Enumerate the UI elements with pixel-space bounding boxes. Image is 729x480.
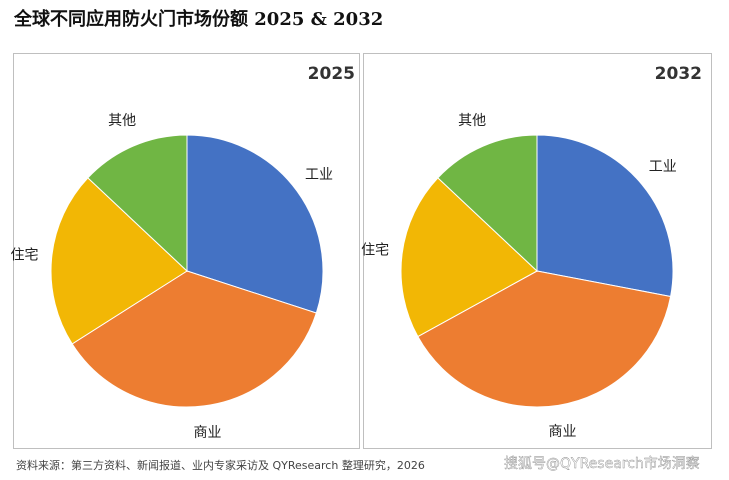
page-title: 全球不同应用防火门市场份额 2025 & 2032 xyxy=(13,8,383,30)
pie-slice xyxy=(417,270,672,408)
chart-frame xyxy=(13,53,360,449)
slice-label: 商业 xyxy=(549,424,577,440)
slice-label: 住宅 xyxy=(11,248,39,264)
slice-label: 商业 xyxy=(193,425,221,441)
chart-title: 2032 xyxy=(655,64,702,84)
pie-slice xyxy=(536,134,674,298)
source-note: 资料来源：第三方资料、新闻报道、业内专家采访及 QYResearch 整理研究，… xyxy=(16,458,425,472)
pie-slice xyxy=(50,177,188,345)
chart-title: 2025 xyxy=(308,64,355,84)
slice-label: 其他 xyxy=(458,113,486,129)
slice-label: 住宅 xyxy=(361,243,389,259)
pie-slice xyxy=(400,177,538,338)
watermark: 搜狐号@QYResearch市场洞察 xyxy=(504,455,700,472)
pie-slice xyxy=(437,134,538,273)
pie-slice xyxy=(87,134,188,273)
slice-label: 工业 xyxy=(305,167,333,183)
chart-frame xyxy=(363,53,712,449)
slice-label: 工业 xyxy=(649,159,677,175)
pie-slice xyxy=(186,134,324,314)
pie-slice xyxy=(71,270,317,408)
slice-label: 其他 xyxy=(108,113,136,129)
